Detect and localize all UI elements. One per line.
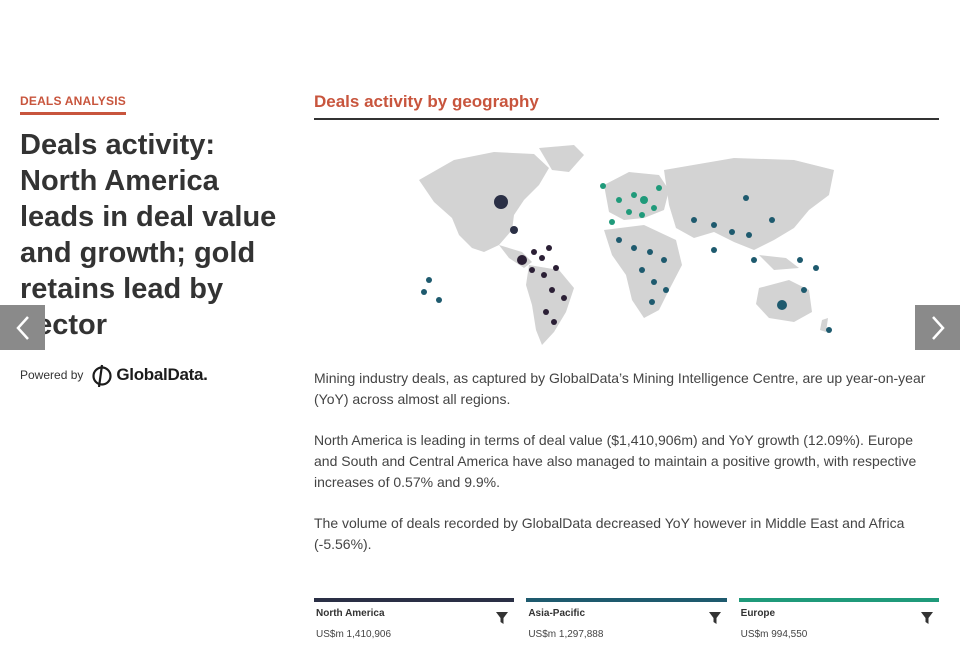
previous-slide-button[interactable] (0, 305, 45, 350)
deal-dots[interactable] (421, 183, 832, 333)
region-cards: North America US$m 1,410,906 Asia-Pacifi… (314, 598, 939, 655)
deal-dot[interactable] (769, 217, 775, 223)
deal-dot[interactable] (543, 309, 549, 315)
deal-dot[interactable] (743, 195, 749, 201)
next-slide-button[interactable] (915, 305, 960, 350)
logo-text: GlobalData. (116, 365, 208, 384)
deal-dot[interactable] (691, 217, 697, 223)
page-title: Deals activity: North America leads in d… (20, 129, 277, 341)
deal-dot[interactable] (661, 257, 667, 263)
region-card-asia-pacific[interactable]: Asia-Pacific US$m 1,297,888 (526, 598, 727, 655)
powered-by[interactable]: Powered by GlobalData. (20, 363, 208, 387)
region-card-north-america[interactable]: North America US$m 1,410,906 (314, 598, 515, 655)
deal-dot[interactable] (647, 249, 653, 255)
article-body: Mining industry deals, as captured by Gl… (314, 368, 939, 575)
deal-dot[interactable] (651, 205, 657, 211)
deal-dot[interactable] (517, 255, 527, 265)
region-card-title: Asia-Pacific (528, 608, 586, 619)
chevron-left-icon (15, 315, 29, 340)
article-header: DEALS ANALYSIS Deals activity: North Ame… (20, 92, 282, 343)
main-content: Deals activity by geography (314, 92, 939, 552)
deal-dot[interactable] (549, 287, 555, 293)
deal-dot[interactable] (751, 257, 757, 263)
deal-dot[interactable] (746, 232, 752, 238)
deal-dot[interactable] (797, 257, 803, 263)
deal-dot[interactable] (510, 226, 518, 234)
deal-dot[interactable] (711, 247, 717, 253)
region-card-europe[interactable]: Europe US$m 994,550 (738, 598, 939, 655)
deal-dot[interactable] (616, 237, 622, 243)
deal-dot[interactable] (561, 295, 567, 301)
chevron-right-icon (931, 315, 945, 340)
paragraph-3: The volume of deals recorded by GlobalDa… (314, 515, 905, 552)
deal-dot[interactable] (639, 212, 645, 218)
globaldata-logo[interactable]: GlobalData. (91, 363, 208, 387)
deal-dot[interactable] (826, 327, 832, 333)
region-card-value: US$m 1,410,906 (316, 629, 392, 640)
section-kicker[interactable]: DEALS ANALYSIS (20, 94, 126, 115)
deal-dot[interactable] (436, 297, 442, 303)
deal-dot[interactable] (631, 192, 637, 198)
deals-world-map[interactable] (414, 140, 844, 352)
deal-dot[interactable] (529, 267, 535, 273)
deal-dot[interactable] (421, 289, 427, 295)
map-land (419, 145, 834, 345)
deal-dot[interactable] (711, 222, 717, 228)
deal-dot[interactable] (551, 319, 557, 325)
deal-dot[interactable] (553, 265, 559, 271)
deal-dot[interactable] (631, 245, 637, 251)
deal-dot[interactable] (626, 209, 632, 215)
deal-dot[interactable] (639, 267, 645, 273)
filter-icon[interactable] (920, 612, 933, 624)
deal-dot[interactable] (600, 183, 606, 189)
paragraph-2: North America is leading in terms of dea… (314, 432, 917, 490)
region-card-value: US$m 1,297,888 (528, 629, 604, 640)
filter-icon[interactable] (708, 612, 721, 624)
deal-dot[interactable] (539, 255, 545, 261)
powered-by-label: Powered by (20, 368, 84, 382)
region-card-value: US$m 994,550 (740, 629, 808, 640)
section-title: Deals activity by geography (314, 92, 939, 120)
deal-dot[interactable] (546, 245, 552, 251)
deal-dot[interactable] (609, 219, 615, 225)
deal-dot[interactable] (541, 272, 547, 278)
globaldata-logo-icon (92, 364, 112, 387)
deal-dot[interactable] (640, 196, 648, 204)
deal-dot[interactable] (729, 229, 735, 235)
deal-dot[interactable] (426, 277, 432, 283)
region-card-title: Europe (740, 608, 776, 619)
deal-dot[interactable] (531, 249, 537, 255)
deal-dot[interactable] (777, 300, 787, 310)
deal-dot[interactable] (801, 287, 807, 293)
deal-dot[interactable] (656, 185, 662, 191)
deal-dot[interactable] (813, 265, 819, 271)
region-card-title: North America (316, 608, 385, 619)
deal-dot[interactable] (616, 197, 622, 203)
deal-dot[interactable] (663, 287, 669, 293)
deal-dot[interactable] (494, 195, 508, 209)
deal-dot[interactable] (649, 299, 655, 305)
paragraph-1: Mining industry deals, as captured by Gl… (314, 370, 926, 407)
filter-icon[interactable] (496, 612, 509, 624)
deal-dot[interactable] (651, 279, 657, 285)
